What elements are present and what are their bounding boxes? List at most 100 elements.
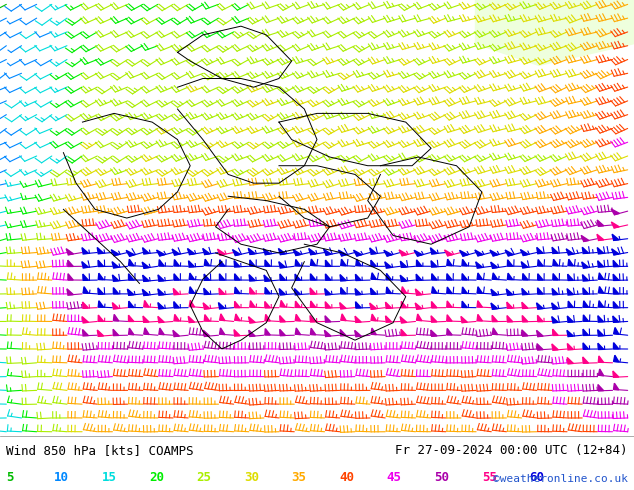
Polygon shape [462, 259, 467, 266]
Polygon shape [552, 303, 559, 309]
Polygon shape [111, 250, 119, 256]
Polygon shape [142, 262, 149, 268]
Polygon shape [614, 355, 619, 362]
Polygon shape [158, 302, 164, 309]
Polygon shape [249, 248, 256, 254]
Polygon shape [611, 222, 619, 228]
Polygon shape [475, 250, 483, 256]
Polygon shape [538, 260, 543, 266]
Polygon shape [583, 315, 588, 321]
Polygon shape [521, 249, 528, 255]
Polygon shape [417, 314, 422, 320]
Polygon shape [583, 357, 588, 363]
Polygon shape [325, 274, 331, 280]
Polygon shape [203, 303, 210, 309]
Polygon shape [507, 302, 513, 308]
Polygon shape [386, 287, 391, 294]
Polygon shape [614, 343, 619, 349]
Text: 60: 60 [529, 470, 545, 484]
Polygon shape [476, 262, 482, 268]
Polygon shape [265, 315, 270, 321]
Text: 50: 50 [434, 470, 450, 484]
Polygon shape [174, 274, 179, 280]
Polygon shape [567, 274, 573, 280]
Polygon shape [340, 259, 346, 266]
Polygon shape [159, 260, 164, 266]
Polygon shape [250, 301, 255, 307]
Polygon shape [293, 249, 301, 255]
Polygon shape [325, 330, 331, 337]
Polygon shape [461, 317, 467, 322]
Polygon shape [432, 273, 437, 280]
Polygon shape [505, 250, 514, 256]
Polygon shape [174, 315, 179, 321]
Polygon shape [265, 287, 270, 294]
Polygon shape [553, 259, 558, 266]
Polygon shape [431, 316, 437, 322]
Text: 20: 20 [149, 470, 164, 484]
Polygon shape [129, 328, 134, 335]
Text: Fr 27-09-2024 00:00 UTC (12+84): Fr 27-09-2024 00:00 UTC (12+84) [395, 444, 628, 457]
Polygon shape [597, 234, 604, 241]
Polygon shape [477, 287, 482, 294]
Polygon shape [582, 262, 588, 268]
Polygon shape [597, 247, 604, 254]
Polygon shape [447, 273, 452, 280]
Polygon shape [583, 301, 588, 307]
Polygon shape [280, 329, 285, 336]
Polygon shape [173, 330, 179, 337]
Polygon shape [613, 371, 619, 377]
Polygon shape [278, 248, 285, 255]
Polygon shape [612, 234, 619, 241]
Polygon shape [82, 302, 88, 308]
Polygon shape [234, 261, 240, 267]
Polygon shape [235, 274, 240, 280]
Polygon shape [113, 288, 119, 294]
Polygon shape [172, 249, 179, 255]
Polygon shape [112, 275, 119, 281]
Polygon shape [401, 287, 406, 294]
Polygon shape [417, 260, 422, 266]
Polygon shape [536, 330, 543, 337]
Polygon shape [492, 273, 498, 279]
Polygon shape [447, 287, 452, 294]
Polygon shape [233, 249, 240, 255]
Text: 10: 10 [54, 470, 69, 484]
Polygon shape [143, 289, 149, 295]
Polygon shape [204, 274, 210, 280]
Polygon shape [144, 328, 149, 335]
Polygon shape [204, 330, 210, 337]
Polygon shape [129, 259, 134, 266]
Polygon shape [371, 273, 377, 279]
Polygon shape [112, 303, 119, 309]
Polygon shape [219, 314, 225, 320]
Polygon shape [113, 329, 119, 336]
Polygon shape [613, 316, 619, 322]
Polygon shape [521, 262, 528, 268]
Polygon shape [598, 343, 604, 349]
Polygon shape [204, 315, 210, 321]
Polygon shape [98, 273, 103, 280]
Polygon shape [127, 289, 134, 295]
Polygon shape [143, 247, 149, 254]
Polygon shape [371, 288, 377, 294]
Polygon shape [477, 315, 482, 321]
Polygon shape [400, 275, 406, 281]
Polygon shape [598, 385, 604, 391]
Polygon shape [295, 274, 301, 280]
Polygon shape [143, 316, 149, 322]
Polygon shape [567, 316, 573, 322]
Polygon shape [401, 329, 406, 336]
Polygon shape [522, 289, 528, 294]
Polygon shape [279, 289, 285, 295]
Polygon shape [522, 302, 528, 309]
Polygon shape [568, 259, 573, 266]
Polygon shape [552, 344, 558, 350]
Polygon shape [507, 273, 513, 280]
Polygon shape [219, 274, 225, 280]
Text: 55: 55 [482, 470, 497, 484]
Polygon shape [598, 301, 604, 307]
Polygon shape [235, 301, 240, 308]
Polygon shape [613, 301, 619, 308]
Polygon shape [355, 316, 361, 322]
